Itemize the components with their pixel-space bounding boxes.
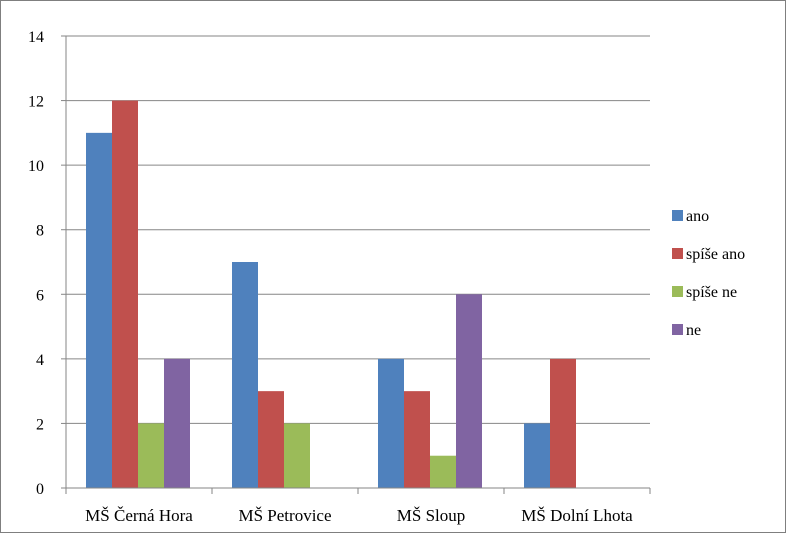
bar-spíše-ne-0 bbox=[138, 423, 164, 488]
y-tick-label: 4 bbox=[36, 352, 44, 369]
bar-spíše-ne-1 bbox=[284, 423, 310, 488]
bar-ne-0 bbox=[164, 358, 190, 488]
legend-swatch-spíše-ne bbox=[672, 286, 683, 297]
y-tick-label: 2 bbox=[36, 416, 44, 433]
y-tick-label: 14 bbox=[28, 29, 44, 46]
legend-swatch-spíše-ano bbox=[672, 248, 683, 259]
y-tick-label: 12 bbox=[28, 94, 44, 111]
bar-ano-3 bbox=[524, 423, 550, 488]
bar-spíše-ano-0 bbox=[112, 100, 138, 489]
bar-spíše-ne-2 bbox=[430, 455, 456, 488]
legend-label: ano bbox=[686, 208, 709, 225]
bar-spíše-ano-2 bbox=[404, 391, 430, 488]
y-axis-ticks: 0 2 4 6 8 10 12 14 bbox=[28, 29, 66, 498]
legend-swatch-ano bbox=[672, 210, 683, 221]
x-category-label: MŠ Dolní Lhota bbox=[521, 506, 633, 525]
y-tick-label: 10 bbox=[28, 158, 44, 175]
bar-spíše-ano-3 bbox=[550, 358, 576, 488]
legend-label: spíše ano bbox=[686, 246, 745, 263]
bars bbox=[86, 100, 576, 489]
x-category-label: MŠ Černá Hora bbox=[85, 506, 193, 525]
bar-ano-0 bbox=[86, 132, 112, 488]
legend: ano spíše ano spíše ne ne bbox=[672, 208, 745, 339]
y-tick-label: 6 bbox=[36, 287, 44, 304]
legend-swatch-ne bbox=[672, 324, 683, 335]
bar-ano-2 bbox=[378, 358, 404, 488]
y-tick-label: 0 bbox=[36, 481, 44, 498]
x-category-label: MŠ Petrovice bbox=[238, 506, 331, 525]
bar-spíše-ano-1 bbox=[258, 391, 284, 488]
y-tick-label: 8 bbox=[36, 223, 44, 240]
bar-ano-1 bbox=[232, 262, 258, 488]
bar-ne-2 bbox=[456, 294, 482, 488]
x-axis-labels: MŠ Černá Hora MŠ Petrovice MŠ Sloup MŠ Doln… bbox=[85, 506, 633, 525]
x-category-label: MŠ Sloup bbox=[397, 506, 466, 525]
legend-label: ne bbox=[686, 322, 701, 339]
legend-label: spíše ne bbox=[686, 284, 737, 301]
axes bbox=[65, 36, 651, 494]
